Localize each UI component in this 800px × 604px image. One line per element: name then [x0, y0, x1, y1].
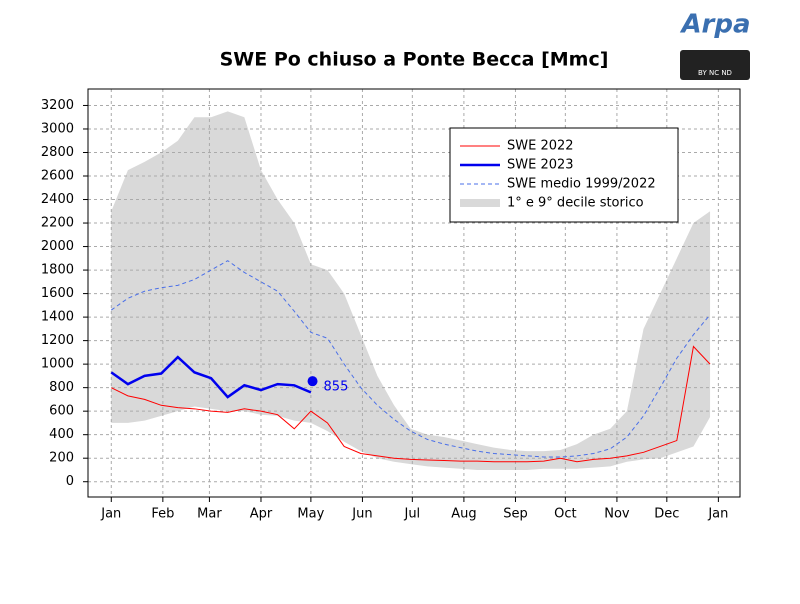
series-line [110, 260, 711, 458]
plot-frame [87, 88, 741, 498]
legend-label: SWE medio 1999/2022 [507, 177, 656, 192]
x-tick-label: Jan [100, 507, 121, 522]
legend-label: SWE 2022 [507, 139, 574, 154]
legend-label: 1° e 9° decile storico [507, 196, 644, 211]
y-tick-label: 0 [66, 474, 74, 489]
x-tick-label: Mar [197, 507, 222, 522]
x-tick-label: Oct [554, 507, 576, 522]
x-tick-label: Nov [604, 507, 630, 522]
y-tick-label: 200 [49, 451, 74, 466]
x-tick-label: Sep [503, 507, 528, 522]
y-tick-label: 2200 [41, 216, 74, 231]
y-tick-label: 2800 [41, 145, 74, 160]
x-tick-label: Jun [351, 507, 372, 522]
y-tick-label: 1800 [41, 263, 74, 278]
y-tick-label: 2000 [41, 239, 74, 254]
y-tick-label: 400 [49, 427, 74, 442]
x-tick-label: Dec [654, 507, 679, 522]
x-tick-label: Feb [151, 507, 174, 522]
y-tick-label: 1200 [41, 333, 74, 348]
y-tick-label: 2600 [41, 169, 74, 184]
y-tick-label: 3200 [41, 98, 74, 113]
x-tick-label: Apr [250, 507, 273, 522]
series-line [111, 345, 711, 463]
y-tick-label: 3000 [41, 121, 74, 136]
y-tick-label: 1600 [41, 286, 74, 301]
legend-swatch [460, 199, 500, 207]
y-tick-label: 2400 [41, 192, 74, 207]
series-line [110, 355, 312, 399]
y-tick-label: 1400 [41, 310, 74, 325]
y-tick-label: 1000 [41, 357, 74, 372]
chart-title: SWE Po chiuso a Ponte Becca [Mmc] [220, 49, 609, 71]
logo-text: Arpa [679, 10, 750, 40]
last-point-label: 855 [324, 380, 349, 395]
x-tick-label: May [297, 507, 324, 522]
x-tick-label: Aug [451, 507, 476, 522]
legend-label: SWE 2023 [507, 158, 574, 173]
decile-band [111, 111, 711, 470]
logo: Arpa BY NC ND [679, 10, 751, 80]
license-badge [680, 50, 750, 80]
y-tick-label: 800 [49, 380, 74, 395]
last-point [307, 376, 318, 387]
license-text: BY NC ND [698, 69, 732, 77]
x-tick-label: Jul [403, 507, 420, 522]
y-tick-label: 600 [49, 404, 74, 419]
x-tick-label: Jan [707, 507, 728, 522]
